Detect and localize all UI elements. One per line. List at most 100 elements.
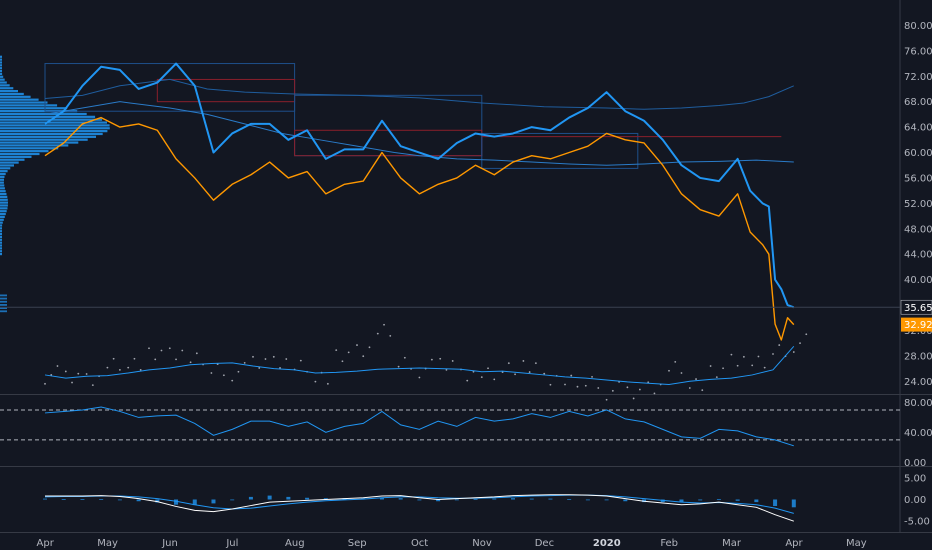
scatter-point: [653, 392, 656, 395]
x-tick-label: Dec: [535, 538, 554, 549]
scatter-point: [534, 362, 537, 365]
scatter-point: [160, 349, 163, 352]
volume-profile-bar: [0, 300, 7, 303]
scatter-point: [792, 351, 795, 353]
scatter-point: [56, 365, 59, 367]
volume-profile-bar: [0, 310, 7, 313]
x-tick-label: Sep: [348, 538, 367, 549]
scatter-point: [341, 360, 344, 363]
volume-profile-bar: [0, 230, 2, 233]
volume-profile-bar: [0, 81, 7, 84]
scatter-point: [778, 344, 781, 346]
macd-tick-label: 0.00: [904, 495, 926, 506]
scatter-point: [695, 378, 697, 380]
volume-profile-bar: [0, 178, 4, 181]
scatter-point: [528, 371, 531, 373]
volume-profile-bar: [0, 221, 3, 224]
macd-histogram-bar: [548, 498, 553, 500]
scatter-point: [168, 347, 171, 350]
volume-profile-bar: [0, 207, 8, 210]
secondary-price-label: 32.92: [904, 320, 932, 331]
macd-histogram-bar: [436, 499, 441, 502]
scatter-point: [543, 372, 546, 375]
scatter-point: [742, 355, 745, 358]
scatter-point: [231, 379, 234, 382]
scatter-point: [597, 387, 600, 389]
volume-profile-bar: [0, 132, 103, 136]
volume-profile-bar: [0, 87, 14, 90]
range-box: [156, 78, 296, 103]
volume-profile-bar: [0, 138, 88, 141]
scatter-point: [272, 355, 275, 358]
scatter-point: [389, 334, 392, 337]
volume-profile-bar: [0, 152, 40, 156]
scatter-point: [133, 357, 136, 360]
macd-signal-line: [44, 494, 794, 514]
volume-profile-bar: [0, 130, 108, 133]
scatter-point: [403, 356, 406, 359]
macd-histogram-bar: [754, 499, 759, 503]
volume-profile-bar: [0, 170, 8, 173]
volume-profile-bar: [0, 181, 4, 184]
y-tick-label: 56.00: [904, 173, 932, 184]
scatter-point: [701, 389, 704, 392]
volume-profile-bar: [0, 127, 110, 130]
macd-histogram-bar: [80, 499, 85, 500]
volume-profile-bar: [0, 72, 3, 76]
macd-histogram-bar: [155, 499, 160, 503]
volume-profile-bar: [0, 84, 10, 87]
scatter-point: [175, 358, 177, 361]
macd-histogram-bar: [623, 499, 628, 502]
macd-histogram-bar: [585, 499, 590, 501]
x-tick-label: Aug: [285, 538, 305, 549]
volume-profile-bar: [0, 172, 6, 176]
rsi-tick-label: 0.00: [904, 458, 926, 469]
scatter-point: [466, 379, 469, 382]
volume-profile-bar: [0, 294, 7, 297]
volume-profile-bar: [0, 212, 6, 216]
scatter-point: [472, 370, 475, 373]
scatter-point: [611, 389, 614, 392]
volume-profile-bar: [0, 107, 68, 110]
volume-profile-bar: [0, 92, 24, 96]
x-tick-label: Jul: [225, 538, 238, 549]
macd-histogram-bar: [679, 499, 684, 503]
macd-histogram-bar: [323, 498, 328, 500]
scatter-point: [368, 346, 371, 349]
volume-profile-bar: [0, 164, 14, 167]
scatter-point: [299, 359, 302, 362]
volume-profile-bar: [0, 95, 31, 98]
volume-profile-bar: [0, 167, 11, 170]
y-tick-label: 72.00: [904, 72, 932, 83]
y-tick-label: 52.00: [904, 199, 932, 210]
x-tick-label: Nov: [472, 538, 492, 549]
scatter-point: [480, 376, 483, 379]
volume-profile-bar: [0, 58, 2, 61]
scatter-point: [638, 388, 641, 391]
scatter-point: [222, 374, 225, 377]
macd-histogram-bar: [791, 499, 796, 508]
scatter-point: [549, 383, 552, 386]
scatter-point: [799, 342, 801, 345]
volume-profile-bar: [0, 158, 25, 161]
volume-profile-bar: [0, 190, 6, 193]
indicator-ma-line: [44, 346, 795, 385]
macd-histogram-bar: [417, 499, 422, 501]
volume-profile-bar: [0, 110, 78, 113]
scatter-point: [64, 370, 67, 373]
scatter-point: [326, 382, 329, 385]
scatter-point: [154, 358, 157, 361]
scatter-point: [44, 382, 46, 385]
volume-profile-bar: [0, 187, 5, 190]
macd-histogram-bar: [454, 499, 459, 501]
volume-profile-bar: [0, 115, 96, 118]
volume-profile-bar: [0, 252, 2, 256]
scatter-point: [680, 372, 683, 374]
volume-profile-bar: [0, 64, 2, 67]
x-tick-label: May: [97, 538, 118, 549]
volume-profile-bar: [0, 144, 69, 147]
y-tick-label: 40.00: [904, 275, 932, 286]
scatter-point: [252, 355, 254, 358]
volume-profile-bar: [0, 175, 5, 178]
